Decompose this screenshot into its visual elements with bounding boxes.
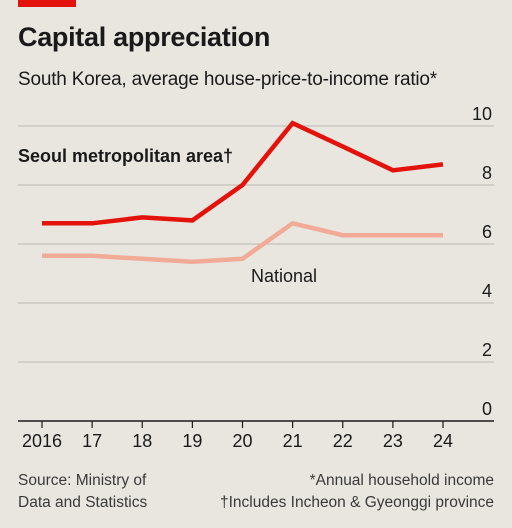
y-tick-label-0: 0 [482,399,492,419]
y-tick-label-4: 4 [482,281,492,301]
chart-subtitle: South Korea, average house-price-to-inco… [18,69,437,90]
y-tick-labels: 0 2 4 6 8 10 [472,104,492,419]
series-label-seoul: Seoul metropolitan area† [18,146,233,166]
y-tick-label-10: 10 [472,104,492,124]
x-tick-label-22: 22 [333,431,353,451]
source-line-1: Source: Ministry of [18,472,147,489]
x-tick-label-18: 18 [132,431,152,451]
accent-bar [18,0,76,7]
x-axis: 2016 17 18 19 20 21 22 23 24 [18,420,494,451]
source-note: Source: Ministry of Data and Statistics [18,470,147,514]
x-tick-label-20: 20 [232,431,252,451]
series-line-0 [42,120,444,226]
x-tick-label-21: 21 [283,431,303,451]
series-labels: Seoul metropolitan area† National [18,146,317,286]
chart-title: Capital appreciation [18,22,271,52]
gridlines [18,125,494,363]
x-tick-label-23: 23 [383,431,403,451]
footnotes: *Annual household income †Includes Inche… [220,470,494,514]
footnote-region: †Includes Incheon & Gyeonggi province [219,494,494,511]
x-tick-label-24: 24 [433,431,453,451]
y-tick-label-2: 2 [482,340,492,360]
x-tick-label-19: 19 [182,431,202,451]
source-line-2: Data and Statistics [18,494,148,511]
series-line-1 [42,220,443,264]
x-tick-label-17: 17 [82,431,102,451]
series-lines [42,120,444,264]
y-tick-label-6: 6 [482,222,492,242]
series-label-national: National [251,266,317,286]
y-tick-label-8: 8 [482,163,492,183]
footnote-income: *Annual household income [309,472,494,489]
x-tick-label-2016: 2016 [22,431,62,451]
